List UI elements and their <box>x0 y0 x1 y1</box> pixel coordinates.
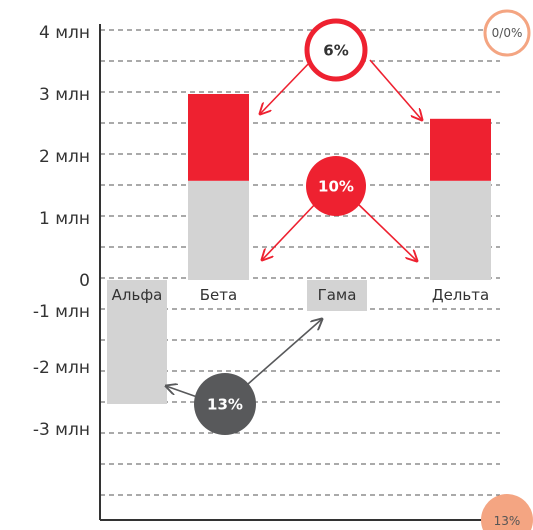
category-label: Дельта <box>432 286 489 304</box>
category-label: Альфа <box>112 286 163 304</box>
badge-13pct: 13% <box>194 373 256 435</box>
bar-gray-1 <box>107 280 167 404</box>
arrow-6pct-to-delta <box>369 59 422 120</box>
corner-badge-top: 0/0% <box>483 9 531 57</box>
badge-6pct-label: 6% <box>323 42 348 60</box>
badge-10pct-label: 10% <box>318 178 354 196</box>
category-label: Бета <box>200 286 237 304</box>
arrow-10pct-to-delta <box>354 200 417 261</box>
y-tick-label: -2 млн <box>33 358 90 378</box>
badge-10pct-circle <box>306 156 366 216</box>
corner-badge-bottom-label: 13% <box>494 514 521 528</box>
arrow-13pct-to-alfa <box>166 386 201 399</box>
badge-13pct-circle <box>194 373 256 435</box>
bar-red-4 <box>430 118 491 181</box>
bars <box>107 94 491 404</box>
y-tick-label: 1 млн <box>39 209 90 229</box>
corner-badge-bottom-circle <box>481 494 533 530</box>
badge-10pct: 10% <box>306 156 366 216</box>
category-labels: Альфа Бета Гама Дельта <box>112 286 490 304</box>
y-tick-label: 3 млн <box>39 85 90 105</box>
bar-gray-2 <box>188 180 249 280</box>
category-label: Гама <box>318 286 357 304</box>
corner-badge-top-label: 0/0% <box>492 26 523 40</box>
arrow-6pct-to-beta <box>260 59 313 114</box>
y-tick-label: 2 млн <box>39 147 90 167</box>
bar-gray-3 <box>307 280 367 311</box>
badge-6pct: 6% <box>304 18 368 82</box>
badge-6pct-circle <box>304 18 368 82</box>
y-tick-label: -1 млн <box>33 302 90 322</box>
arrow-10pct-to-beta <box>262 200 319 260</box>
corner-badges: 0/0% 13% <box>481 9 533 530</box>
bar-red-2 <box>188 94 249 181</box>
corner-badge-bottom: 13% <box>481 494 533 530</box>
arrow-13pct-to-gama <box>247 319 322 385</box>
y-tick-labels: 4 млн 3 млн 2 млн 1 млн 0 -1 млн -2 млн -3 млн <box>33 23 90 440</box>
y-tick-label: 0 <box>79 271 90 291</box>
corner-badge-top-circle <box>483 9 531 57</box>
axes <box>99 24 500 521</box>
y-tick-label: 4 млн <box>39 23 90 43</box>
annotation-badges: 6% 10% 13% <box>194 18 368 435</box>
annotation-arrows <box>166 59 422 399</box>
bar-gray-4 <box>430 180 491 280</box>
badge-13pct-label: 13% <box>207 396 243 414</box>
y-tick-label: -3 млн <box>33 420 90 440</box>
